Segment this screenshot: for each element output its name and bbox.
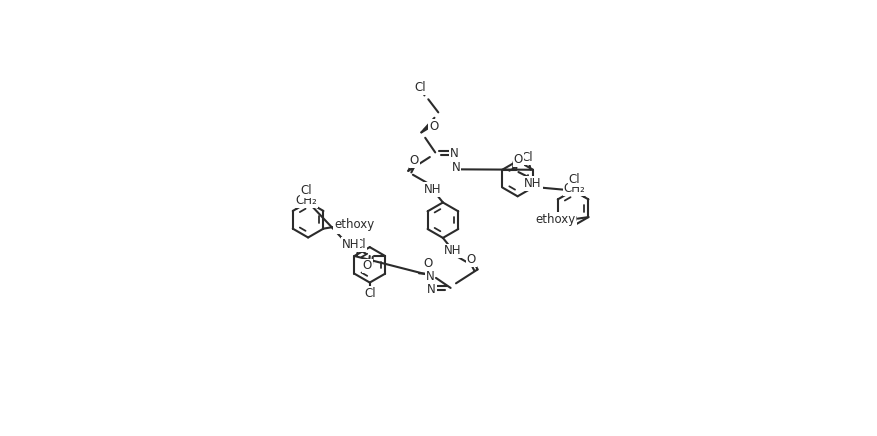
Text: Cl: Cl [301, 184, 312, 198]
Text: NH: NH [342, 238, 360, 251]
Text: Cl: Cl [521, 151, 532, 164]
Text: ethoxy: ethoxy [535, 213, 575, 226]
Text: O: O [514, 153, 523, 166]
Text: N: N [452, 160, 460, 174]
Text: O: O [467, 253, 476, 266]
Text: ethoxy: ethoxy [334, 218, 374, 232]
Text: Cl: Cl [415, 81, 426, 94]
Text: Cl: Cl [364, 287, 375, 300]
Text: O: O [363, 259, 372, 272]
Text: CH₂: CH₂ [564, 182, 586, 195]
Text: N: N [450, 147, 459, 160]
Text: O: O [423, 257, 432, 270]
Text: NH: NH [444, 245, 461, 258]
Text: N: N [427, 283, 436, 296]
Text: NH: NH [424, 183, 442, 196]
Text: N: N [425, 270, 434, 283]
Text: Cl: Cl [569, 173, 581, 186]
Text: CH₂: CH₂ [296, 194, 317, 207]
Text: O: O [567, 213, 576, 226]
Text: O: O [334, 220, 344, 233]
Text: NH: NH [524, 177, 542, 190]
Text: O: O [429, 120, 438, 133]
Text: O: O [410, 154, 419, 167]
Text: Cl: Cl [355, 238, 367, 251]
